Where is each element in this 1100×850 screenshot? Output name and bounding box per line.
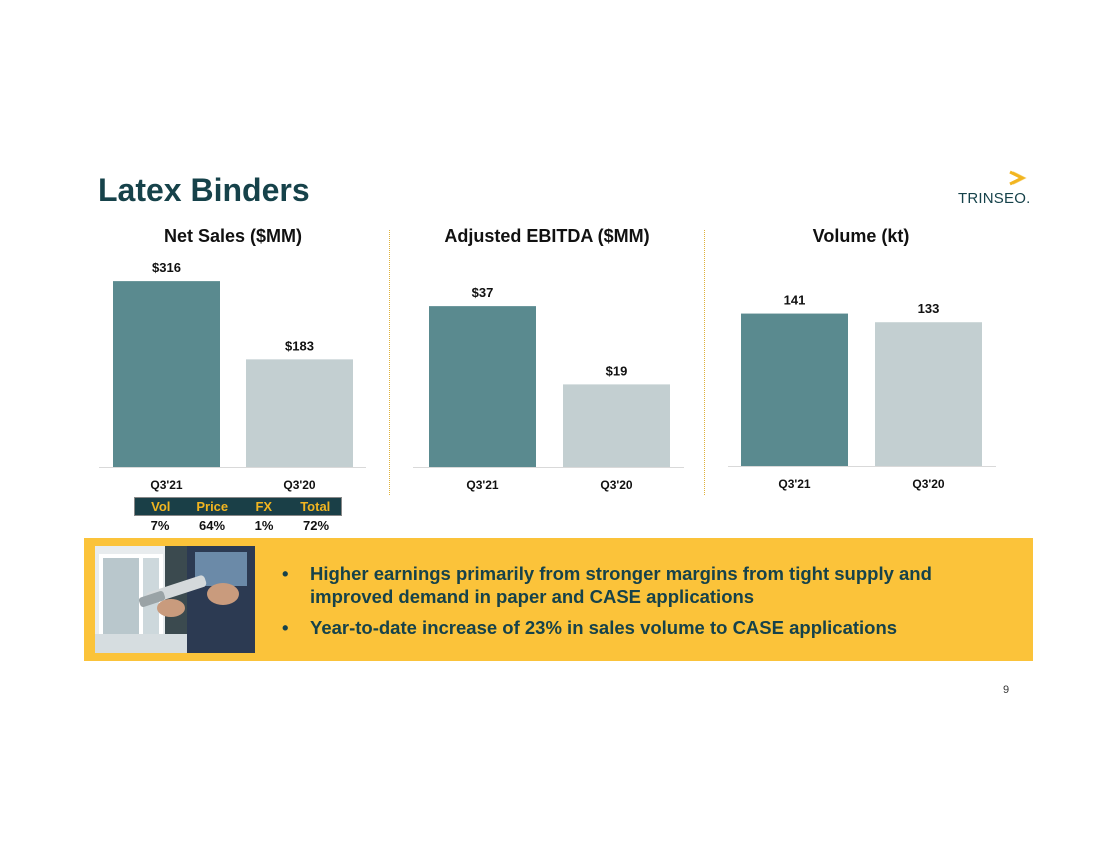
volume-bar-2 — [875, 322, 982, 466]
highlights-banner: • Higher earnings primarily from stronge… — [84, 538, 1033, 661]
volume-data-label-1: 141 — [784, 293, 806, 308]
bar-charts: $316 Q3'21 $183 Q3'20 $37 Q3'21 $19 Q3'20 141 Q3'… — [99, 260, 996, 492]
chevron-logo-icon — [1009, 170, 1027, 186]
trinseo-logo: TRINSEO. — [958, 170, 1032, 210]
net-sales-chart-title: Net Sales ($MM) — [163, 226, 303, 246]
highlights-list: • Higher earnings primarily from stronge… — [280, 562, 1000, 647]
ebitda-data-label-2: $19 — [606, 363, 628, 378]
volume-chart-title: Volume (kt) — [812, 226, 910, 246]
bridge-value-vol: 7% — [150, 517, 170, 533]
bridge-header-fx: FX — [255, 499, 273, 514]
bridge-value-price: 64% — [198, 517, 226, 533]
ebitda-tick-label-2: Q3'20 — [600, 478, 633, 492]
volume-tick-label-1: Q3'21 — [778, 477, 811, 491]
ebitda-bar-2 — [563, 384, 670, 467]
net-sales-bar-1 — [113, 281, 220, 467]
ebitda-chart-title: Adjusted EBITDA ($MM) — [444, 226, 650, 246]
net-sales-data-label-2: $183 — [285, 338, 314, 353]
net-sales-data-label-1: $316 — [152, 260, 181, 275]
net-sales-tick-label-2: Q3'20 — [283, 478, 316, 492]
page-number: 9 — [1003, 684, 1010, 696]
ebitda-bar-1 — [429, 306, 536, 467]
bullet-dot: • — [282, 617, 289, 638]
sales-bridge-table: Vol Price FX Total 7% 64% 1% 72% — [134, 497, 342, 534]
divider-2 — [704, 230, 705, 495]
volume-data-label-2: 133 — [918, 301, 940, 316]
divider-1 — [389, 230, 390, 495]
volume-bar-1 — [741, 313, 848, 466]
volume-tick-label-2: Q3'20 — [912, 477, 945, 491]
highlight-bullet-2: • Year-to-date increase of 23% in sales … — [280, 616, 1000, 639]
logo-text: TRINSEO. — [958, 190, 1031, 207]
page-title: Latex Binders — [98, 172, 310, 208]
ebitda-tick-label-1: Q3'21 — [466, 478, 499, 492]
bridge-values-row: 7% 64% 1% 72% — [134, 516, 342, 534]
bridge-header-total: Total — [300, 499, 331, 514]
bridge-header-row: Vol Price FX Total — [134, 497, 342, 516]
ebitda-data-label-1: $37 — [472, 285, 494, 300]
bridge-header-vol: Vol — [151, 499, 171, 514]
bridge-header-price: Price — [196, 499, 229, 514]
bridge-value-total: 72% — [302, 517, 330, 533]
net-sales-tick-label-1: Q3'21 — [150, 478, 183, 492]
highlight-text-1: Higher earnings primarily from stronger … — [310, 563, 932, 607]
highlight-bullet-1: • Higher earnings primarily from stronge… — [280, 562, 1000, 608]
bridge-value-fx: 1% — [254, 517, 274, 533]
net-sales-bar-2 — [246, 359, 353, 467]
bullet-dot: • — [282, 563, 289, 584]
highlight-text-2: Year-to-date increase of 23% in sales vo… — [310, 617, 898, 638]
caulk-gun-window-photo-icon — [95, 546, 255, 653]
